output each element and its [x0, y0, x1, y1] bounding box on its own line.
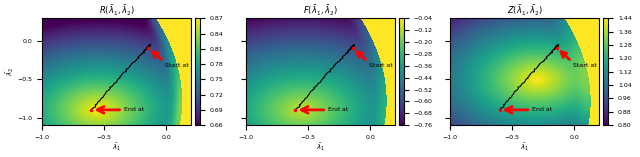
Text: Start at: Start at — [164, 63, 188, 68]
Y-axis label: $\bar{\lambda}_2$: $\bar{\lambda}_2$ — [4, 67, 16, 76]
Title: $Z(\bar{\lambda}_1, \bar{\lambda}_2)$: $Z(\bar{\lambda}_1, \bar{\lambda}_2)$ — [507, 4, 543, 19]
Text: End at: End at — [124, 107, 144, 112]
Text: Start at: Start at — [369, 63, 392, 68]
Title: $F(\bar{\lambda}_1, \bar{\lambda}_2)$: $F(\bar{\lambda}_1, \bar{\lambda}_2)$ — [303, 4, 338, 19]
X-axis label: $\bar{\lambda}_1$: $\bar{\lambda}_1$ — [316, 141, 325, 153]
X-axis label: $\bar{\lambda}_1$: $\bar{\lambda}_1$ — [520, 141, 529, 153]
Text: Start at: Start at — [573, 63, 596, 68]
Text: End at: End at — [532, 107, 552, 112]
X-axis label: $\bar{\lambda}_1$: $\bar{\lambda}_1$ — [112, 141, 121, 153]
Title: $R(\bar{\lambda}_1, \bar{\lambda}_2)$: $R(\bar{\lambda}_1, \bar{\lambda}_2)$ — [99, 4, 134, 19]
Text: End at: End at — [328, 107, 348, 112]
